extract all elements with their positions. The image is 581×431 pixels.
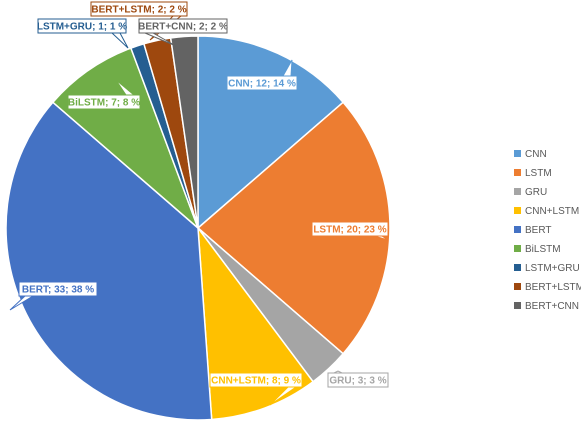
data-label-cnn: CNN; 12; 14 % xyxy=(226,59,298,91)
legend-swatch xyxy=(514,169,521,176)
pie-slice-lstm xyxy=(196,101,391,355)
legend-swatch xyxy=(514,264,521,271)
data-label-text: CNN+LSTM; 8; 9 % xyxy=(211,376,301,387)
legend-swatch xyxy=(514,283,521,290)
data-label-bilstm: BiLSTM; 7; 8 % xyxy=(67,79,141,110)
data-label-text: BERT+LSTM; 2; 2 % xyxy=(91,5,186,16)
legend-swatch xyxy=(514,226,521,233)
data-label-text: LSTM+GRU; 1; 1 % xyxy=(37,22,127,33)
data-label-bert-plus-cnn: BERT+CNN; 2; 2 % xyxy=(138,18,228,47)
legend-item-lstm: LSTM xyxy=(514,168,552,179)
pie-slices xyxy=(5,35,391,421)
data-label-box xyxy=(67,94,141,110)
data-label-box xyxy=(37,18,127,34)
data-label-pointer xyxy=(110,32,129,49)
pie-slice-bert xyxy=(5,101,213,421)
data-label-text: GRU; 3; 3 % xyxy=(329,376,386,387)
data-label-bert: BERT; 33; 38 % xyxy=(9,281,98,311)
data-label-box xyxy=(18,281,98,297)
legend-label: BERT+LSTM xyxy=(525,282,581,293)
pie-slice-cnn-plus-lstm xyxy=(197,225,315,421)
legend-item-bilstm: BiLSTM xyxy=(514,244,561,255)
data-label-box xyxy=(327,372,389,388)
legend-item-gru: GRU xyxy=(514,187,547,198)
data-label-lstm-plus-gru: LSTM+GRU; 1; 1 % xyxy=(37,18,129,49)
data-label-text: BERT+CNN; 2; 2 % xyxy=(138,22,228,33)
data-label-cnn-plus-lstm: CNN+LSTM; 8; 9 % xyxy=(209,372,303,406)
legend-label: LSTM+GRU xyxy=(525,263,580,274)
data-label-gru: GRU; 3; 3 % xyxy=(327,370,389,388)
legend-label: CNN xyxy=(525,149,547,160)
data-label-text: BiLSTM; 7; 8 % xyxy=(68,98,140,109)
data-label-box xyxy=(138,18,228,34)
legend-label: LSTM xyxy=(525,168,552,179)
legend-label: CNN+LSTM xyxy=(525,206,579,217)
data-label-box xyxy=(209,372,303,388)
data-label-box xyxy=(226,75,298,91)
data-label-text: LSTM; 20; 23 % xyxy=(313,225,386,236)
legend-label: BERT+CNN xyxy=(525,301,579,312)
data-label-text: BERT; 33; 38 % xyxy=(22,285,94,296)
data-label-text: CNN; 12; 14 % xyxy=(228,79,296,90)
legend: CNN LSTM GRU CNN+LSTM BERT BiLSTM LSTM+GRU BERT… xyxy=(514,149,581,312)
legend-label: GRU xyxy=(525,187,547,198)
legend-swatch xyxy=(514,302,521,309)
legend-swatch xyxy=(514,207,521,214)
data-label-box xyxy=(311,221,389,237)
legend-swatch xyxy=(514,150,521,157)
legend-label: BERT xyxy=(525,225,552,236)
pie-slice-bert-plus-cnn xyxy=(169,35,199,229)
legend-item-cnn: CNN xyxy=(514,149,547,160)
legend-item-cnn-plus-lstm: CNN+LSTM xyxy=(514,206,579,217)
legend-item-lstm-plus-gru: LSTM+GRU xyxy=(514,263,580,274)
legend-label: BiLSTM xyxy=(525,244,561,255)
data-labels: CNN; 12; 14 % LSTM; 20; 23 % GRU; 3; 3 % CN… xyxy=(9,1,389,406)
legend-item-bert-plus-lstm: BERT+LSTM xyxy=(514,282,581,293)
legend-swatch xyxy=(514,188,521,195)
legend-swatch xyxy=(514,245,521,252)
data-label-box xyxy=(90,1,188,17)
pie-slice-bilstm xyxy=(51,47,199,229)
legend-item-bert: BERT xyxy=(514,225,552,236)
data-label-lstm: LSTM; 20; 23 % xyxy=(311,221,389,241)
legend-item-bert-plus-cnn: BERT+CNN xyxy=(514,301,579,312)
